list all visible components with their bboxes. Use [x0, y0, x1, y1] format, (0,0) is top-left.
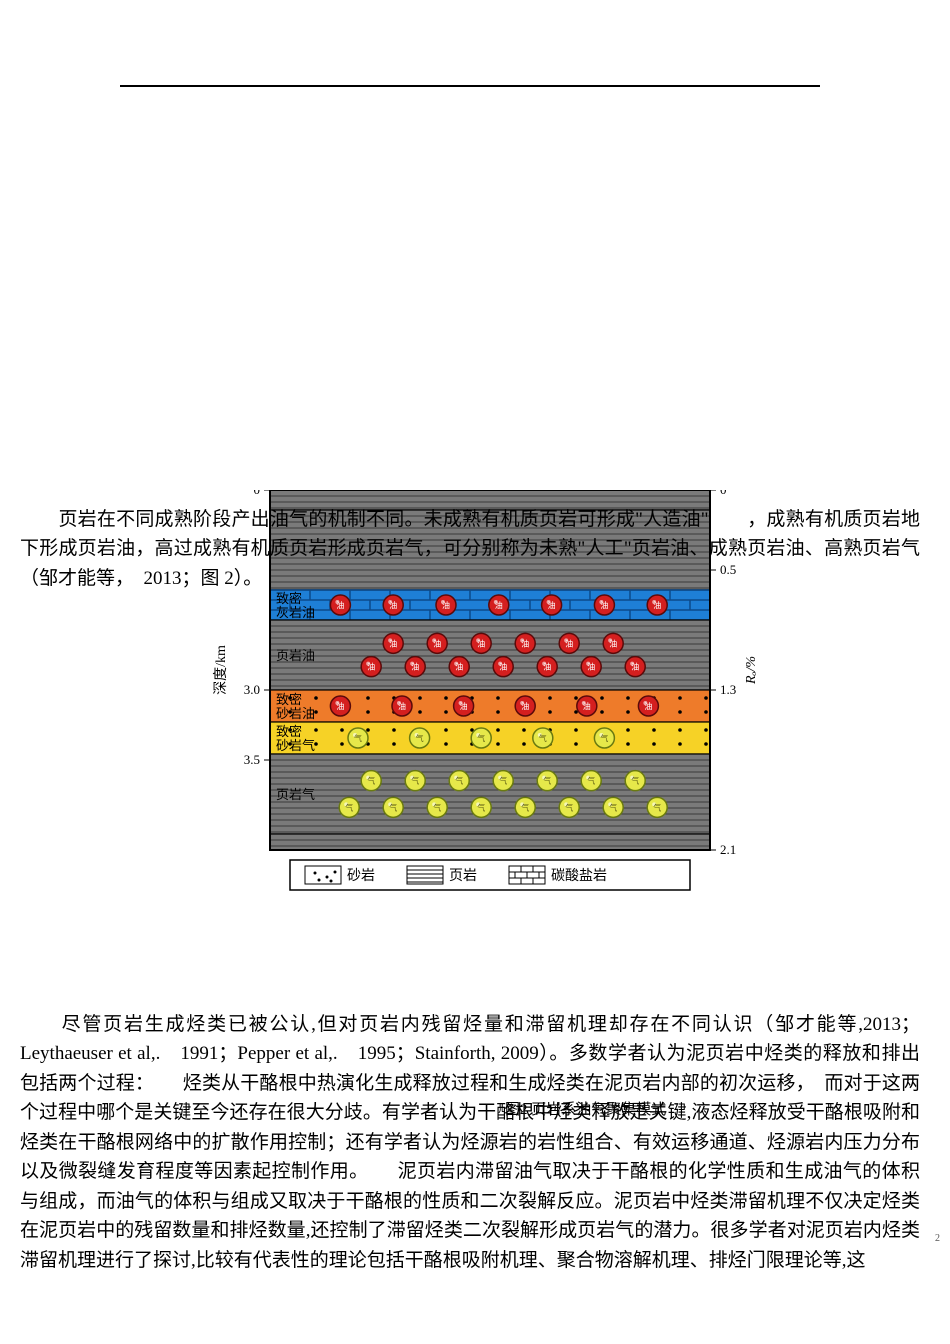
legend-item-sand: 砂岩	[305, 866, 375, 884]
figure-caption-overlap: 图2 页岩系油气聚集模式	[505, 1098, 666, 1119]
svg-text:气: 气	[631, 776, 639, 786]
svg-text:气: 气	[433, 802, 441, 812]
svg-text:气: 气	[521, 802, 529, 812]
svg-text:油: 油	[521, 638, 529, 648]
svg-text:油: 油	[495, 600, 503, 610]
svg-text:油: 油	[460, 701, 468, 711]
svg-text:油: 油	[587, 662, 595, 672]
svg-text:深度/km: 深度/km	[213, 645, 229, 695]
svg-text:气: 气	[587, 776, 595, 786]
svg-text:油: 油	[367, 662, 375, 672]
svg-text:页岩油: 页岩油	[276, 648, 315, 663]
svg-text:页岩: 页岩	[449, 868, 477, 884]
legend-item-shale: 页岩	[407, 866, 477, 884]
paragraph-1: 页岩在不同成熟阶段产出油气的机制不同。未成熟有机质页岩可形成"人造油" ，成熟有…	[20, 505, 920, 593]
svg-text:气: 气	[416, 733, 424, 743]
svg-text:油: 油	[583, 701, 591, 711]
svg-text:油: 油	[411, 662, 419, 672]
svg-text:气: 气	[565, 802, 573, 812]
svg-text:油: 油	[336, 600, 344, 610]
svg-text:油: 油	[653, 600, 661, 610]
svg-text:砂岩油: 砂岩油	[276, 706, 315, 721]
svg-text:0: 0	[254, 490, 261, 497]
svg-text:砂岩气: 砂岩气	[276, 738, 315, 753]
svg-text:气: 气	[600, 733, 608, 743]
svg-text:油: 油	[548, 600, 556, 610]
svg-text:碳酸盐岩: 碳酸盐岩	[551, 868, 607, 884]
svg-text:砂岩: 砂岩	[347, 868, 375, 884]
svg-text:油: 油	[433, 638, 441, 648]
svg-text:油: 油	[600, 600, 608, 610]
svg-text:气: 气	[543, 776, 551, 786]
svg-text:致密: 致密	[276, 724, 302, 739]
page-number: 2	[935, 1233, 940, 1244]
paragraph-2: 尽管页岩生成烃类已被公认,但对页岩内残留烃量和滞留机理却存在不同认识（邹才能等,…	[20, 1010, 920, 1275]
svg-text:油: 油	[644, 701, 652, 711]
svg-text:气: 气	[609, 802, 617, 812]
svg-text:气: 气	[455, 776, 463, 786]
svg-text:气: 气	[539, 733, 547, 743]
svg-text:油: 油	[389, 600, 397, 610]
svg-text:气: 气	[345, 802, 353, 812]
svg-text:3.0: 3.0	[244, 682, 260, 697]
svg-text:油: 油	[389, 638, 397, 648]
svg-text:气: 气	[499, 776, 507, 786]
svg-text:油: 油	[609, 638, 617, 648]
svg-text:油: 油	[565, 638, 573, 648]
svg-text:油: 油	[499, 662, 507, 672]
svg-text:油: 油	[455, 662, 463, 672]
svg-text:1.3: 1.3	[720, 682, 736, 697]
svg-text:气: 气	[367, 776, 375, 786]
svg-text:灰岩油: 灰岩油	[276, 605, 315, 620]
svg-text:Rₒ/%: Rₒ/%	[744, 656, 759, 685]
svg-text:油: 油	[543, 662, 551, 672]
svg-text:油: 油	[442, 600, 450, 610]
svg-text:气: 气	[653, 802, 661, 812]
svg-text:气: 气	[354, 733, 362, 743]
svg-text:气: 气	[477, 733, 485, 743]
svg-text:油: 油	[631, 662, 639, 672]
svg-text:气: 气	[389, 802, 397, 812]
svg-text:0: 0	[720, 490, 727, 497]
svg-text:2.1: 2.1	[720, 842, 736, 857]
svg-text:气: 气	[477, 802, 485, 812]
svg-text:致密: 致密	[276, 692, 302, 707]
legend-item-brick: 碳酸盐岩	[509, 866, 607, 884]
header-rule	[120, 85, 820, 87]
svg-text:页岩气: 页岩气	[276, 787, 315, 802]
svg-text:油: 油	[521, 701, 529, 711]
svg-text:油: 油	[336, 701, 344, 711]
svg-text:油: 油	[477, 638, 485, 648]
svg-text:3.5: 3.5	[244, 752, 260, 767]
svg-text:气: 气	[411, 776, 419, 786]
svg-text:油: 油	[398, 701, 406, 711]
